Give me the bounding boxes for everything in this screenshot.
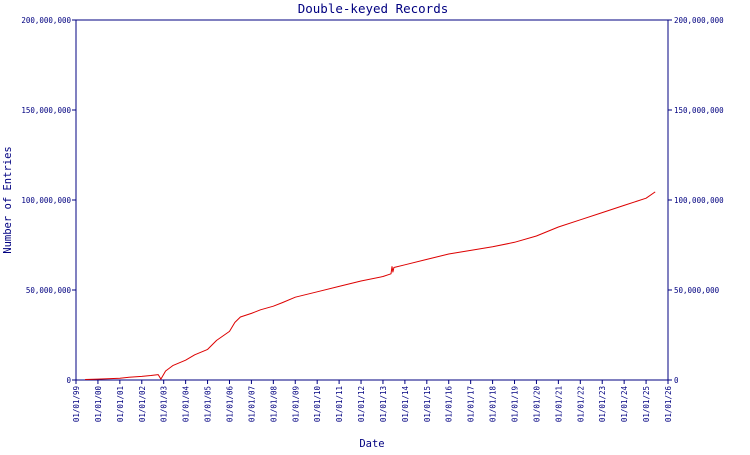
- x-tick-label: 01/01/13: [379, 386, 388, 422]
- x-tick-label: 01/01/18: [489, 386, 498, 423]
- y-ticks-left: 0 50,000,000 100,000,000 150,000,000 200,000…: [21, 16, 76, 385]
- x-tick-label: 01/01/01: [116, 386, 125, 422]
- y-tick-label-right: 50,000,000: [674, 286, 720, 295]
- x-axis-title: Date: [359, 438, 384, 450]
- y-axis-title: Number of Entries: [2, 146, 14, 253]
- y-tick-label-left: 0: [66, 376, 71, 385]
- axes: [75, 19, 669, 381]
- x-tick-label: 01/01/04: [182, 386, 191, 423]
- x-tick-label: 01/01/26: [664, 386, 673, 423]
- x-tick-label: 01/01/16: [445, 386, 454, 423]
- x-tick-label: 01/01/11: [335, 386, 344, 422]
- x-tick-label: 01/01/09: [291, 386, 300, 422]
- x-tick-label: 01/01/99: [72, 386, 81, 422]
- x-tick-label: 01/01/23: [598, 386, 607, 422]
- x-tick-label: 01/01/02: [138, 386, 147, 422]
- y-ticks-right: 0 50,000,000 100,000,000 150,000,000 200,000…: [668, 16, 724, 385]
- series-line: [85, 191, 656, 380]
- series-layer: [85, 191, 656, 380]
- y-tick-label-left: 50,000,000: [26, 286, 72, 295]
- x-tick-label: 01/01/22: [576, 386, 585, 422]
- x-ticks: 01/01/99 01/01/00 01/01/01 01/01/02 01/01/03…: [72, 380, 673, 422]
- x-tick-label: 01/01/00: [94, 386, 103, 423]
- x-tick-label: 01/01/03: [160, 386, 169, 422]
- y-tick-label-right: 0: [674, 376, 679, 385]
- chart-title: Double-keyed Records: [298, 1, 449, 16]
- x-tick-label: 01/01/08: [269, 386, 278, 423]
- y-tick-label-right: 100,000,000: [674, 196, 724, 205]
- y-tick-label-right: 200,000,000: [674, 16, 724, 25]
- x-tick-label: 01/01/25: [642, 386, 651, 422]
- x-tick-label: 01/01/10: [313, 386, 322, 423]
- x-tick-label: 01/01/14: [401, 386, 410, 423]
- x-tick-label: 01/01/19: [511, 386, 520, 422]
- y-tick-label-right: 150,000,000: [674, 106, 724, 115]
- x-tick-label: 01/01/12: [357, 386, 366, 422]
- x-tick-label: 01/01/24: [620, 386, 629, 423]
- y-tick-label-left: 100,000,000: [21, 196, 71, 205]
- x-tick-label: 01/01/07: [247, 386, 256, 422]
- y-tick-label-left: 200,000,000: [21, 16, 71, 25]
- x-tick-label: 01/01/06: [225, 386, 234, 423]
- x-tick-label: 01/01/20: [532, 386, 541, 423]
- x-tick-label: 01/01/17: [467, 386, 476, 422]
- x-tick-label: 01/01/21: [554, 386, 563, 422]
- y-tick-label-left: 150,000,000: [21, 106, 71, 115]
- plot-frame: [75, 19, 669, 381]
- x-tick-label: 01/01/05: [204, 386, 213, 422]
- x-tick-label: 01/01/15: [423, 386, 432, 422]
